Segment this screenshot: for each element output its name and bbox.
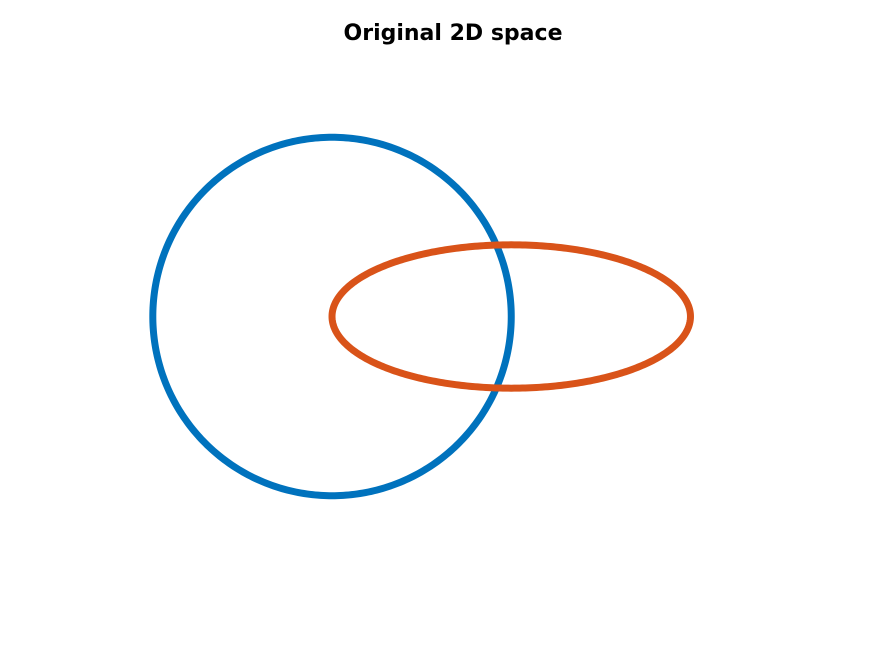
chart-title: Original 2D space	[344, 21, 563, 46]
